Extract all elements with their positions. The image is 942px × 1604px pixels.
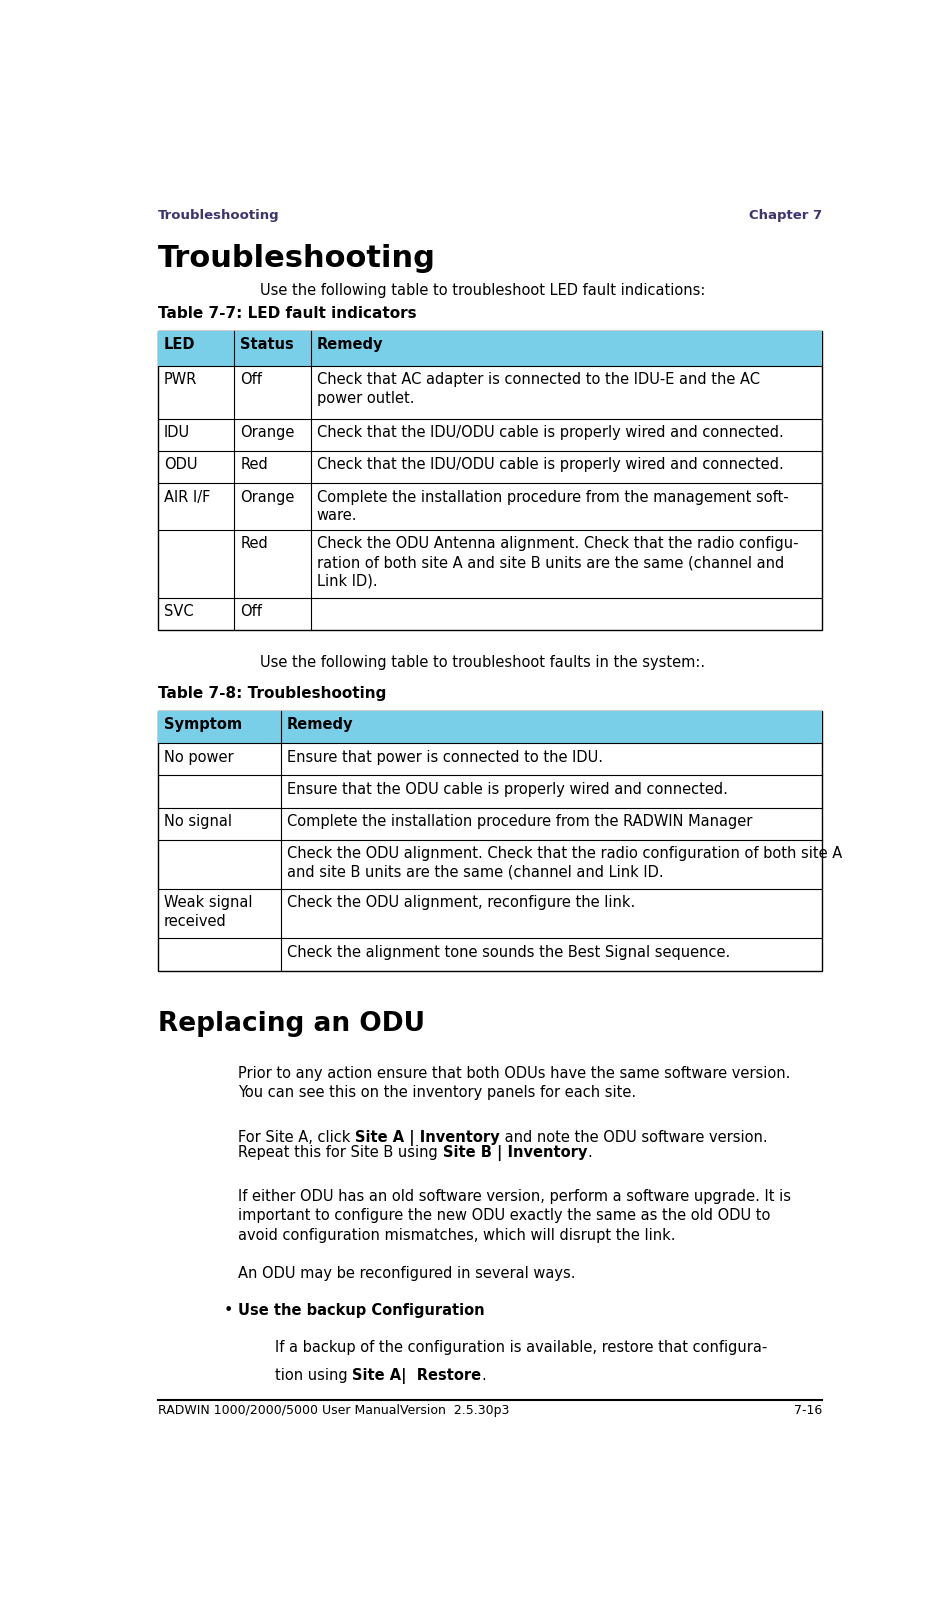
- Text: Use the backup Configuration: Use the backup Configuration: [238, 1302, 485, 1318]
- Text: Check that AC adapter is connected to the IDU-E and the AC
power outlet.: Check that AC adapter is connected to th…: [317, 372, 759, 406]
- Text: If a backup of the configuration is available, restore that configura-: If a backup of the configuration is avai…: [275, 1339, 767, 1355]
- Text: Orange: Orange: [240, 489, 295, 505]
- Text: .: .: [481, 1368, 486, 1383]
- Text: AIR I/F: AIR I/F: [164, 489, 210, 505]
- Text: Repeat this for Site B using: Repeat this for Site B using: [238, 1145, 443, 1160]
- Text: Prior to any action ensure that both ODUs have the same software version.
You ca: Prior to any action ensure that both ODU…: [238, 1065, 790, 1100]
- Text: Off: Off: [240, 605, 262, 619]
- Text: Troubleshooting: Troubleshooting: [158, 244, 436, 273]
- Text: Troubleshooting: Troubleshooting: [158, 209, 280, 221]
- Text: ODU: ODU: [164, 457, 197, 473]
- Text: Table 7-8: Troubleshooting: Table 7-8: Troubleshooting: [158, 687, 386, 701]
- Text: Site A | Inventory: Site A | Inventory: [355, 1129, 500, 1145]
- Text: Remedy: Remedy: [286, 717, 353, 731]
- Text: LED: LED: [164, 337, 195, 351]
- Bar: [158, 711, 822, 970]
- Text: PWR: PWR: [164, 372, 197, 387]
- Text: Red: Red: [240, 536, 268, 552]
- Text: Symptom: Symptom: [164, 717, 242, 731]
- Text: SVC: SVC: [164, 605, 193, 619]
- Text: Red: Red: [240, 457, 268, 473]
- Text: .: .: [587, 1145, 592, 1160]
- Text: Weak signal
received: Weak signal received: [164, 895, 252, 929]
- Text: Ensure that the ODU cable is properly wired and connected.: Ensure that the ODU cable is properly wi…: [286, 781, 727, 797]
- Text: Replacing an ODU: Replacing an ODU: [158, 1012, 425, 1038]
- Text: •: •: [223, 1302, 233, 1318]
- Bar: [158, 330, 822, 366]
- Text: No signal: No signal: [164, 813, 232, 829]
- Text: Use the following table to troubleshoot LED fault indications:: Use the following table to troubleshoot …: [260, 282, 706, 298]
- Text: 7-16: 7-16: [794, 1404, 822, 1416]
- Text: Off: Off: [240, 372, 262, 387]
- Text: No power: No power: [164, 749, 234, 765]
- Text: tion using: tion using: [275, 1368, 352, 1383]
- Text: Check the ODU Antenna alignment. Check that the radio configu-
ration of both si: Check the ODU Antenna alignment. Check t…: [317, 536, 798, 589]
- Text: Use the following table to troubleshoot faults in the system:.: Use the following table to troubleshoot …: [260, 654, 706, 670]
- Text: Status: Status: [240, 337, 294, 351]
- Text: Remedy: Remedy: [317, 337, 383, 351]
- Bar: [158, 330, 822, 630]
- Text: Check that the IDU/ODU cable is properly wired and connected.: Check that the IDU/ODU cable is properly…: [317, 425, 784, 439]
- Text: Check the ODU alignment, reconfigure the link.: Check the ODU alignment, reconfigure the…: [286, 895, 635, 909]
- Bar: [158, 711, 822, 743]
- Text: Site A|  Restore: Site A| Restore: [352, 1368, 481, 1384]
- Text: Complete the installation procedure from the management soft-
ware.: Complete the installation procedure from…: [317, 489, 788, 523]
- Text: Ensure that power is connected to the IDU.: Ensure that power is connected to the ID…: [286, 749, 603, 765]
- Text: Chapter 7: Chapter 7: [749, 209, 822, 221]
- Text: RADWIN 1000/2000/5000 User ManualVersion  2.5.30p3: RADWIN 1000/2000/5000 User ManualVersion…: [158, 1404, 510, 1416]
- Text: An ODU may be reconfigured in several ways.: An ODU may be reconfigured in several wa…: [238, 1266, 576, 1280]
- Text: Check that the IDU/ODU cable is properly wired and connected.: Check that the IDU/ODU cable is properly…: [317, 457, 784, 473]
- Text: If either ODU has an old software version, perform a software upgrade. It is
imp: If either ODU has an old software versio…: [238, 1189, 791, 1243]
- Text: IDU: IDU: [164, 425, 190, 439]
- Text: and note the ODU software version.: and note the ODU software version.: [500, 1129, 768, 1145]
- Text: Site B | Inventory: Site B | Inventory: [443, 1145, 587, 1161]
- Text: Check the alignment tone sounds the Best Signal sequence.: Check the alignment tone sounds the Best…: [286, 945, 730, 959]
- Text: For Site A, click: For Site A, click: [238, 1129, 355, 1145]
- Text: Complete the installation procedure from the RADWIN Manager: Complete the installation procedure from…: [286, 813, 752, 829]
- Text: Orange: Orange: [240, 425, 295, 439]
- Text: Check the ODU alignment. Check that the radio configuration of both site A
and s: Check the ODU alignment. Check that the …: [286, 845, 842, 879]
- Text: Table 7-7: LED fault indicators: Table 7-7: LED fault indicators: [158, 306, 416, 321]
